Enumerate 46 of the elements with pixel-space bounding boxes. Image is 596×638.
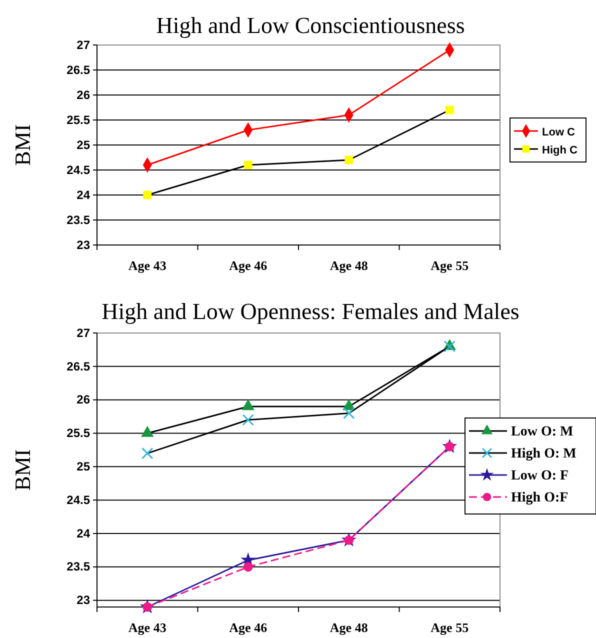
y-tick-label: 27	[76, 326, 90, 340]
legend-label: Low O: F	[511, 468, 569, 484]
y-tick-label: 25.5	[66, 112, 90, 127]
y-tick-label: 23	[76, 593, 90, 608]
y-tick-label: 27	[76, 38, 90, 52]
point	[242, 414, 254, 426]
y-tick-label: 23	[76, 238, 90, 252]
y-tick-label: 24.5	[66, 162, 90, 177]
x-tick-label: Age 48	[330, 620, 368, 636]
legend-label: High O:F	[511, 490, 568, 506]
legend-label: Low C	[542, 126, 576, 138]
y-axis-title: BMI	[10, 449, 35, 491]
x-tick-label: Age 43	[128, 258, 167, 274]
y-tick-label: 26.5	[66, 359, 90, 374]
point	[244, 160, 252, 170]
x-tick-label: Age 43	[128, 620, 167, 636]
x-tick-label: Age 46	[229, 258, 268, 274]
y-tick-label: 23.5	[66, 560, 90, 574]
x-tick-label: Age 48	[330, 258, 368, 274]
point	[344, 156, 354, 164]
point	[445, 106, 454, 114]
point	[242, 399, 254, 410]
y-tick-label: 26	[76, 88, 90, 102]
y-tick-label: 26.5	[66, 62, 90, 77]
point	[343, 407, 355, 420]
y-tick-label: 24	[76, 188, 90, 202]
x-tick-label: Age 46	[229, 620, 268, 636]
y-axis-title: BMI	[10, 124, 35, 166]
chart-title: High and Low Conscientiousness	[156, 13, 465, 38]
point	[143, 190, 152, 200]
point	[141, 426, 154, 437]
legend-label: Low O: M	[511, 424, 574, 440]
point	[142, 447, 154, 460]
y-tick-label: 23.5	[66, 212, 90, 227]
legend-label: High O: M	[511, 446, 576, 462]
x-tick-label: Age 55	[430, 258, 470, 274]
y-tick-label: 25	[76, 460, 90, 474]
y-tick-label: 24	[76, 526, 90, 540]
y-tick-label: 25	[76, 138, 90, 152]
y-tick-label: 26	[76, 392, 90, 407]
x-tick-label: Age 55	[430, 620, 470, 636]
y-tick-label: 24.5	[66, 492, 90, 507]
y-tick-label: 25.5	[66, 426, 90, 440]
legend-label: High C	[542, 144, 578, 156]
point	[243, 562, 253, 572]
chart-title: High and Low Openness: Females and Males	[102, 299, 520, 324]
